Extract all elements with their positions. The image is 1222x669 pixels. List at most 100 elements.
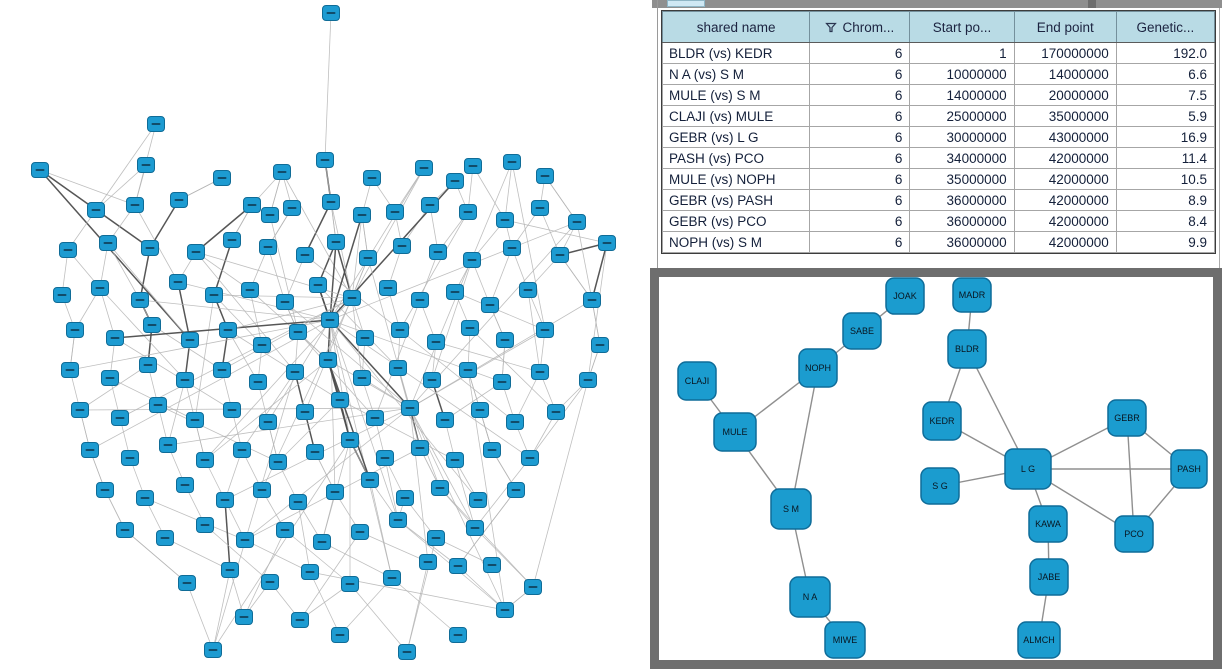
table-cell[interactable]: 30000000 bbox=[909, 126, 1015, 148]
graph-node-joak[interactable]: JOAK bbox=[885, 277, 925, 315]
graph-edge[interactable] bbox=[435, 341, 541, 373]
graph-edge[interactable] bbox=[474, 527, 534, 588]
graph-edge[interactable] bbox=[339, 577, 393, 636]
graph-edge[interactable] bbox=[469, 327, 557, 413]
graph-node-jabe[interactable]: JABE bbox=[1029, 558, 1069, 596]
panel-divider[interactable] bbox=[1088, 0, 1096, 8]
table-cell[interactable]: 6 bbox=[809, 210, 911, 232]
table-cell[interactable]: 6 bbox=[809, 189, 911, 211]
graph-edge[interactable] bbox=[474, 457, 531, 529]
graph-edge[interactable] bbox=[511, 161, 546, 331]
graph-edge[interactable] bbox=[297, 331, 376, 419]
table-cell[interactable]: 6 bbox=[809, 105, 911, 127]
graph-edge[interactable] bbox=[790, 367, 819, 510]
network-view-secondary[interactable]: JOAK SABE NOPH CLAJI MULE S M N A MIWE MADR BLDR K… bbox=[650, 268, 1222, 669]
graph-edge[interactable] bbox=[454, 291, 546, 331]
graph-edge[interactable] bbox=[457, 489, 517, 567]
table-cell[interactable]: 36000000 bbox=[909, 210, 1015, 232]
graph-edge[interactable] bbox=[359, 531, 429, 563]
graph-edge[interactable] bbox=[1126, 417, 1135, 535]
graph-edge[interactable] bbox=[284, 301, 411, 409]
graph-edge[interactable] bbox=[532, 379, 589, 588]
graph-edge[interactable] bbox=[194, 294, 215, 421]
graph-node-bldr[interactable]: BLDR bbox=[947, 329, 987, 369]
graph-edge[interactable] bbox=[399, 329, 516, 423]
graph-edge[interactable] bbox=[435, 537, 493, 566]
graph-edge[interactable] bbox=[409, 407, 476, 529]
table-cell[interactable]: GEBR (vs) PCO bbox=[661, 210, 811, 232]
graph-edge[interactable] bbox=[204, 524, 271, 583]
table-cell[interactable]: 6 bbox=[809, 147, 911, 169]
graph-edge[interactable] bbox=[527, 289, 541, 373]
table-cell[interactable]: 36000000 bbox=[909, 231, 1015, 253]
table-cell[interactable]: 9.9 bbox=[1115, 231, 1216, 253]
table-cell[interactable]: 14000000 bbox=[1013, 63, 1117, 85]
graph-edge[interactable] bbox=[213, 239, 233, 296]
graph-edge[interactable] bbox=[329, 241, 337, 321]
graph-edge[interactable] bbox=[139, 299, 331, 321]
graph-edge[interactable] bbox=[95, 164, 147, 211]
table-cell[interactable]: 170000000 bbox=[1013, 42, 1117, 64]
filter-icon[interactable] bbox=[825, 22, 838, 33]
graph-node-mule[interactable]: MULE bbox=[713, 412, 757, 452]
graph-edge[interactable] bbox=[309, 571, 506, 611]
graph-edge[interactable] bbox=[329, 319, 393, 579]
graph-edge[interactable] bbox=[329, 319, 411, 409]
table-cell[interactable]: 16.9 bbox=[1115, 126, 1216, 148]
graph-edge[interactable] bbox=[309, 571, 341, 636]
graph-edge[interactable] bbox=[335, 241, 353, 299]
table-cell[interactable]: 6 bbox=[809, 168, 911, 190]
graph-edge[interactable] bbox=[439, 487, 534, 588]
table-cell[interactable]: 43000000 bbox=[1013, 126, 1117, 148]
graph-edge[interactable] bbox=[195, 251, 296, 373]
graph-edge[interactable] bbox=[351, 214, 363, 299]
graph-edge[interactable] bbox=[409, 299, 593, 409]
table-cell[interactable]: 11.4 bbox=[1115, 147, 1216, 169]
graph-edge[interactable] bbox=[186, 582, 214, 651]
graph-edge[interactable] bbox=[324, 12, 332, 161]
graph-edge[interactable] bbox=[99, 287, 116, 339]
graph-edge[interactable] bbox=[224, 449, 243, 501]
table-row[interactable]: MULE (vs) S M 6 14000000 20000000 7.5 bbox=[661, 84, 1216, 106]
table-row[interactable]: PASH (vs) PCO 6 34000000 42000000 11.4 bbox=[661, 147, 1216, 169]
graph-edge[interactable] bbox=[99, 287, 186, 381]
table-cell[interactable]: 7.5 bbox=[1115, 84, 1216, 106]
graph-node-s-m[interactable]: S M bbox=[770, 488, 812, 530]
table-cell[interactable]: 8.9 bbox=[1115, 189, 1216, 211]
graph-edge[interactable] bbox=[409, 329, 546, 409]
graph-edge[interactable] bbox=[504, 219, 608, 244]
table-cell[interactable]: 42000000 bbox=[1013, 147, 1117, 169]
graph-edge[interactable] bbox=[177, 281, 191, 341]
table-cell[interactable]: 42000000 bbox=[1013, 189, 1117, 211]
table-cell[interactable]: MULE (vs) S M bbox=[661, 84, 811, 106]
table-cell[interactable]: 10.5 bbox=[1115, 168, 1216, 190]
graph-edge[interactable] bbox=[349, 583, 408, 653]
table-cell[interactable]: 6 bbox=[809, 126, 911, 148]
graph-node-pash[interactable]: PASH bbox=[1170, 449, 1208, 489]
graph-node-miwe[interactable]: MIWE bbox=[824, 621, 866, 659]
table-cell[interactable]: 6 bbox=[809, 84, 911, 106]
graph-edge[interactable] bbox=[212, 569, 231, 651]
graph-edge[interactable] bbox=[472, 165, 506, 221]
table-row[interactable]: BLDR (vs) KEDR 6 1 170000000 192.0 bbox=[661, 42, 1216, 64]
graph-edge[interactable] bbox=[95, 123, 157, 211]
graph-edge[interactable] bbox=[39, 169, 136, 206]
graph-edge[interactable] bbox=[277, 399, 341, 463]
table-row[interactable]: GEBR (vs) L G 6 30000000 43000000 16.9 bbox=[661, 126, 1216, 148]
graph-edge[interactable] bbox=[224, 499, 231, 571]
table-row[interactable]: CLAJI (vs) MULE 6 25000000 35000000 5.9 bbox=[661, 105, 1216, 127]
graph-edge[interactable] bbox=[454, 459, 476, 529]
graph-edge[interactable] bbox=[157, 404, 279, 463]
table-cell[interactable]: 36000000 bbox=[909, 189, 1015, 211]
graph-edge[interactable] bbox=[114, 337, 233, 411]
graph-node-almch[interactable]: ALMCH bbox=[1017, 621, 1061, 659]
graph-edge[interactable] bbox=[391, 577, 459, 636]
graph-edge[interactable] bbox=[321, 491, 336, 543]
table-cell[interactable]: 1 bbox=[909, 42, 1015, 64]
graph-node-madr[interactable]: MADR bbox=[952, 277, 992, 313]
graph-edge[interactable] bbox=[227, 297, 353, 331]
graph-edge[interactable] bbox=[587, 242, 608, 381]
graph-edge[interactable] bbox=[244, 539, 311, 573]
graph-edge[interactable] bbox=[329, 221, 578, 321]
graph-node-claji[interactable]: CLAJI bbox=[677, 361, 717, 401]
